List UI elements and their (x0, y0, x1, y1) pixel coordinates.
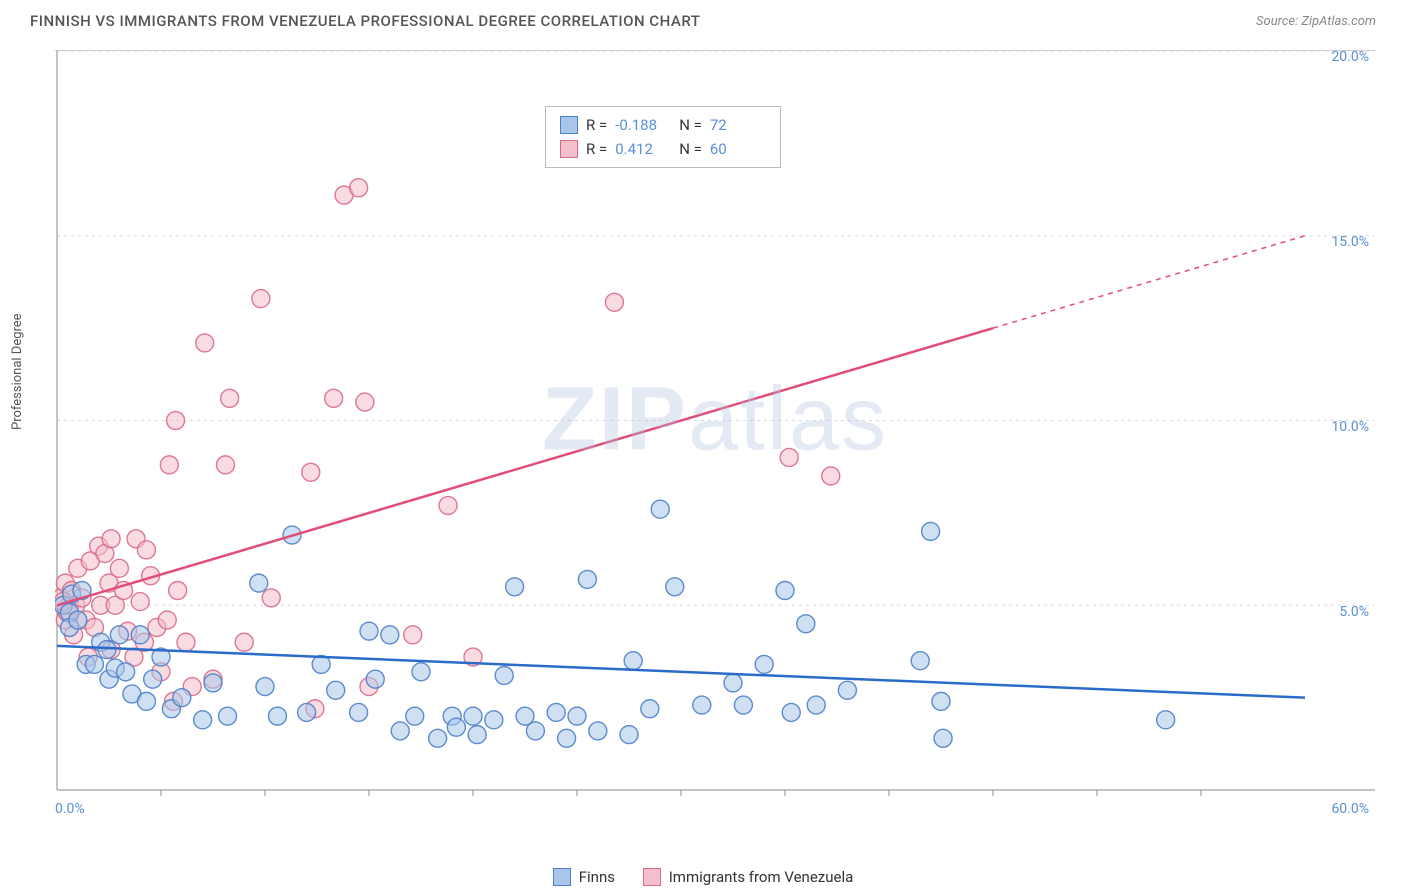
stats-row-finns: R = -0.188 N = 72 (560, 113, 766, 137)
n-value-venezuela: 60 (710, 137, 766, 161)
stats-row-venezuela: R = 0.412 N = 60 (560, 137, 766, 161)
x-tick-label: 60.0% (1331, 801, 1369, 817)
chart-area: ZIPatlas R = -0.188 N = 72 R = 0.412 N =… (55, 50, 1375, 820)
legend-item-venezuela: Immigrants from Venezuela (643, 868, 854, 886)
legend-label-finns: Finns (579, 868, 615, 886)
r-value-venezuela: 0.412 (615, 137, 671, 161)
x-tick-label: 0.0% (55, 801, 85, 817)
n-value-finns: 72 (710, 113, 766, 137)
y-tick-label: 5.0% (1339, 604, 1369, 620)
y-tick-label: 20.0% (1331, 49, 1369, 65)
legend-swatch-finns (553, 868, 571, 886)
y-axis-label: Professional Degree (10, 313, 25, 430)
swatch-finns (560, 116, 578, 134)
y-tick-label: 10.0% (1331, 419, 1369, 435)
legend-swatch-venezuela (643, 868, 661, 886)
title-bar: FINNISH VS IMMIGRANTS FROM VENEZUELA PRO… (0, 0, 1406, 38)
legend-label-venezuela: Immigrants from Venezuela (669, 868, 854, 886)
source-label: Source: ZipAtlas.com (1256, 14, 1376, 29)
chart-title: FINNISH VS IMMIGRANTS FROM VENEZUELA PRO… (30, 12, 700, 30)
legend-item-finns: Finns (553, 868, 615, 886)
y-tick-label: 15.0% (1331, 234, 1369, 250)
stats-legend-box: R = -0.188 N = 72 R = 0.412 N = 60 (545, 106, 781, 168)
bottom-legend: Finns Immigrants from Venezuela (0, 868, 1406, 890)
r-value-finns: -0.188 (615, 113, 671, 137)
swatch-venezuela (560, 140, 578, 158)
